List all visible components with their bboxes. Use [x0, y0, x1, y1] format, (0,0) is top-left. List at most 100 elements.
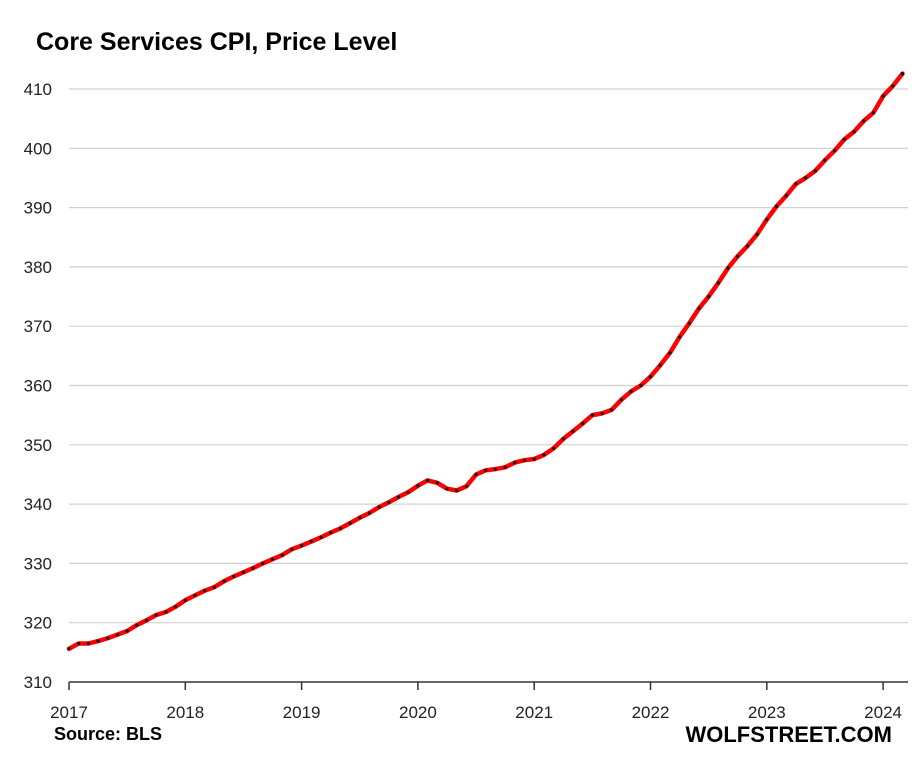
- data-point: [329, 531, 333, 535]
- data-point: [726, 266, 730, 270]
- x-tick-label: 2017: [50, 703, 88, 722]
- data-point: [707, 295, 711, 299]
- data-point: [804, 176, 808, 180]
- data-point: [765, 217, 769, 222]
- data-point: [96, 639, 100, 643]
- y-tick-label: 390: [24, 199, 52, 218]
- data-point: [881, 94, 885, 98]
- data-point: [862, 119, 866, 123]
- data-point: [154, 613, 158, 617]
- data-point: [823, 158, 827, 162]
- data-point: [174, 605, 178, 609]
- data-point: [629, 389, 633, 393]
- data-point: [106, 636, 110, 640]
- y-tick-label: 320: [24, 614, 52, 633]
- data-point: [241, 570, 245, 574]
- x-tick-label: 2023: [748, 703, 786, 722]
- data-point: [406, 490, 410, 494]
- data-point: [522, 458, 527, 462]
- data-point: [813, 169, 817, 173]
- data-point: [503, 465, 507, 469]
- data-point: [552, 446, 556, 450]
- data-point: [387, 500, 391, 504]
- series-line: [66, 71, 905, 652]
- data-point: [493, 467, 497, 471]
- data-point: [532, 457, 536, 461]
- data-point: [542, 453, 546, 457]
- data-point: [115, 633, 120, 637]
- data-point: [67, 647, 71, 651]
- data-point: [639, 383, 643, 388]
- data-point: [377, 505, 381, 509]
- data-point: [794, 182, 798, 186]
- data-point: [338, 526, 342, 531]
- data-point: [697, 306, 701, 310]
- data-point: [648, 375, 653, 379]
- data-point: [193, 593, 197, 598]
- x-tick-label: 2024: [864, 703, 902, 722]
- data-point: [464, 484, 468, 488]
- data-point: [416, 484, 420, 488]
- data-point: [619, 398, 624, 402]
- data-point: [144, 618, 149, 622]
- data-point: [842, 137, 846, 141]
- data-point: [125, 629, 129, 633]
- x-tick-label: 2018: [166, 703, 204, 722]
- data-point: [86, 641, 90, 646]
- data-point: [77, 641, 81, 646]
- source-note: Source: BLS: [54, 724, 163, 744]
- data-point: [658, 363, 662, 367]
- data-point: [270, 557, 275, 561]
- data-point: [290, 547, 294, 551]
- data-point: [581, 421, 585, 426]
- data-point: [135, 623, 139, 627]
- data-point: [678, 335, 682, 339]
- y-tick-label: 350: [24, 436, 52, 455]
- data-point: [736, 254, 740, 258]
- data-point: [561, 437, 565, 441]
- x-tick-label: 2020: [399, 703, 437, 722]
- data-point: [687, 321, 691, 325]
- data-point: [784, 194, 788, 198]
- data-point: [610, 408, 614, 412]
- data-point: [513, 461, 517, 465]
- data-point: [426, 478, 430, 482]
- data-point: [455, 488, 459, 493]
- data-point: [871, 111, 876, 115]
- y-tick-label: 310: [24, 673, 52, 692]
- data-point: [833, 149, 837, 153]
- gridlines: [69, 88, 908, 624]
- y-tick-label: 330: [24, 554, 52, 573]
- data-point: [474, 472, 478, 477]
- data-point: [435, 481, 439, 485]
- data-point: [232, 574, 236, 579]
- data-point: [668, 351, 672, 355]
- data-point: [590, 413, 595, 417]
- x-tick-label: 2022: [632, 703, 670, 722]
- data-point: [774, 204, 779, 208]
- y-tick-label: 400: [24, 139, 52, 158]
- data-point: [891, 84, 895, 88]
- data-point: [484, 468, 488, 472]
- data-point: [309, 539, 313, 544]
- y-tick-label: 380: [24, 258, 52, 277]
- x-tick-label: 2019: [283, 703, 321, 722]
- data-point: [396, 495, 401, 499]
- y-axis-ticks: 310 320 330 340 350 360 370 380 390 400 410: [24, 80, 52, 692]
- series: [66, 71, 905, 652]
- y-tick-label: 340: [24, 495, 52, 514]
- chart-title: Core Services CPI, Price Level: [36, 28, 398, 56]
- data-point: [261, 561, 265, 566]
- data-point: [367, 511, 371, 515]
- data-point: [755, 232, 759, 236]
- data-point: [280, 553, 284, 557]
- data-point: [183, 598, 187, 602]
- data-point: [716, 281, 720, 285]
- data-point: [164, 610, 168, 614]
- data-point: [212, 585, 216, 589]
- data-point: [571, 429, 575, 433]
- y-tick-label: 360: [24, 377, 52, 396]
- data-point: [251, 566, 255, 570]
- data-point: [445, 487, 449, 491]
